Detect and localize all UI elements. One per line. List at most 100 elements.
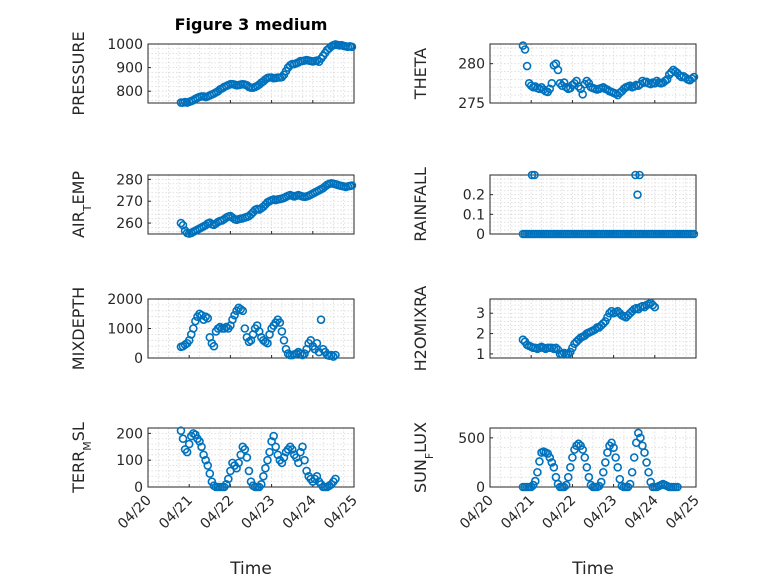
data-point [526,482,536,492]
data-point [598,467,608,477]
ytick-label: 1000 [107,37,143,53]
data-point [590,325,600,334]
ytick-label: 270 [116,194,143,210]
data-point [347,42,357,52]
data-point [545,453,555,462]
axes-h2omixra: 1 2 3 H2OMIXRA [411,286,697,371]
data-point [242,453,252,462]
ytick-label: 2000 [107,292,143,308]
ytick-label: 1 [476,347,485,363]
data-point [607,306,616,316]
data-point [263,338,272,348]
axes-rainfall: 0 0.1 0.2 RAINFALL [411,167,699,243]
data-point [221,480,231,489]
data-point [205,469,215,478]
data-point [518,335,528,344]
data-point [535,457,544,466]
data-point [650,302,660,312]
ytick-label: 0 [134,351,143,367]
data-point [256,480,266,489]
data-point [644,467,653,477]
axes-terr-msl: 0 100 200 TERRMSL 04/20 04/21 04/22 04/23 04/24 0… [69,422,361,532]
data-point [625,479,635,489]
data-point [277,72,287,82]
data-point [627,467,637,477]
figure-title: Figure 3 medium [175,15,328,34]
data-point [275,318,285,327]
data-point [300,349,309,358]
data-point [244,466,254,476]
data-point [331,474,340,484]
data-point [634,428,643,438]
data-point [547,79,557,88]
data-point [601,317,610,326]
data-point [189,324,198,333]
data-point [271,442,281,452]
ylabel-4: MIXDEPTH [69,287,88,370]
data-point [648,300,658,310]
data-point [596,477,606,487]
ytick-label: 260 [116,216,143,232]
data-point [277,458,287,468]
data-point [578,445,588,454]
data-point [232,463,241,473]
data-point [178,434,188,444]
axes-theta: 275 280 THETA [411,41,699,112]
data-point [178,220,188,230]
data-point [279,335,289,345]
data-point [176,426,186,435]
data-point [191,316,200,326]
data-point [687,74,697,83]
xtick-label: 04/22 [539,493,579,533]
data-point [547,458,557,467]
data-point [578,90,588,99]
data-point [609,443,618,452]
data-point [267,437,276,446]
data-point [312,471,322,481]
data-point [331,350,340,360]
data-point [566,463,575,472]
data-point [238,306,248,316]
ytick-label: 900 [116,61,143,77]
ytick-label: 1000 [107,322,143,338]
data-point [551,343,561,353]
data-point [673,482,682,492]
data-point [660,76,670,86]
data-point [312,338,322,348]
xtick-label: 04/20 [115,493,155,533]
ylabel-6: TERRMSL [69,422,94,494]
data-point [197,442,206,452]
ytick-label: 275 [458,96,485,112]
ytick-label: 0.1 [463,207,485,223]
data-point [277,327,287,336]
data-point [176,218,186,228]
data-point [563,349,573,359]
data-point [261,463,270,473]
data-point [582,463,592,472]
data-point [296,447,305,457]
ylabel-3: RAINFALL [411,167,430,242]
data-point [568,343,577,353]
data-point [611,453,620,462]
data-point [601,458,610,467]
data-point [559,482,569,492]
ytick-label: 0 [134,480,143,496]
data-point [522,61,532,71]
data-point [263,455,272,465]
data-point [195,437,204,446]
ytick-label: 2 [476,327,485,343]
data-point [259,471,268,481]
data-point [201,455,210,465]
axes-pressure: 800 900 1000 PRESSURE [69,31,357,116]
data-point [646,477,655,487]
data-point [533,467,542,477]
data-point [203,461,213,470]
data-point [298,442,307,452]
xtick-label: 04/21 [156,493,196,533]
data-point [629,453,639,462]
ytick-label: 280 [116,172,143,188]
data-point [182,447,192,457]
data-point [689,72,699,82]
xtick-label: 04/25 [321,493,361,533]
